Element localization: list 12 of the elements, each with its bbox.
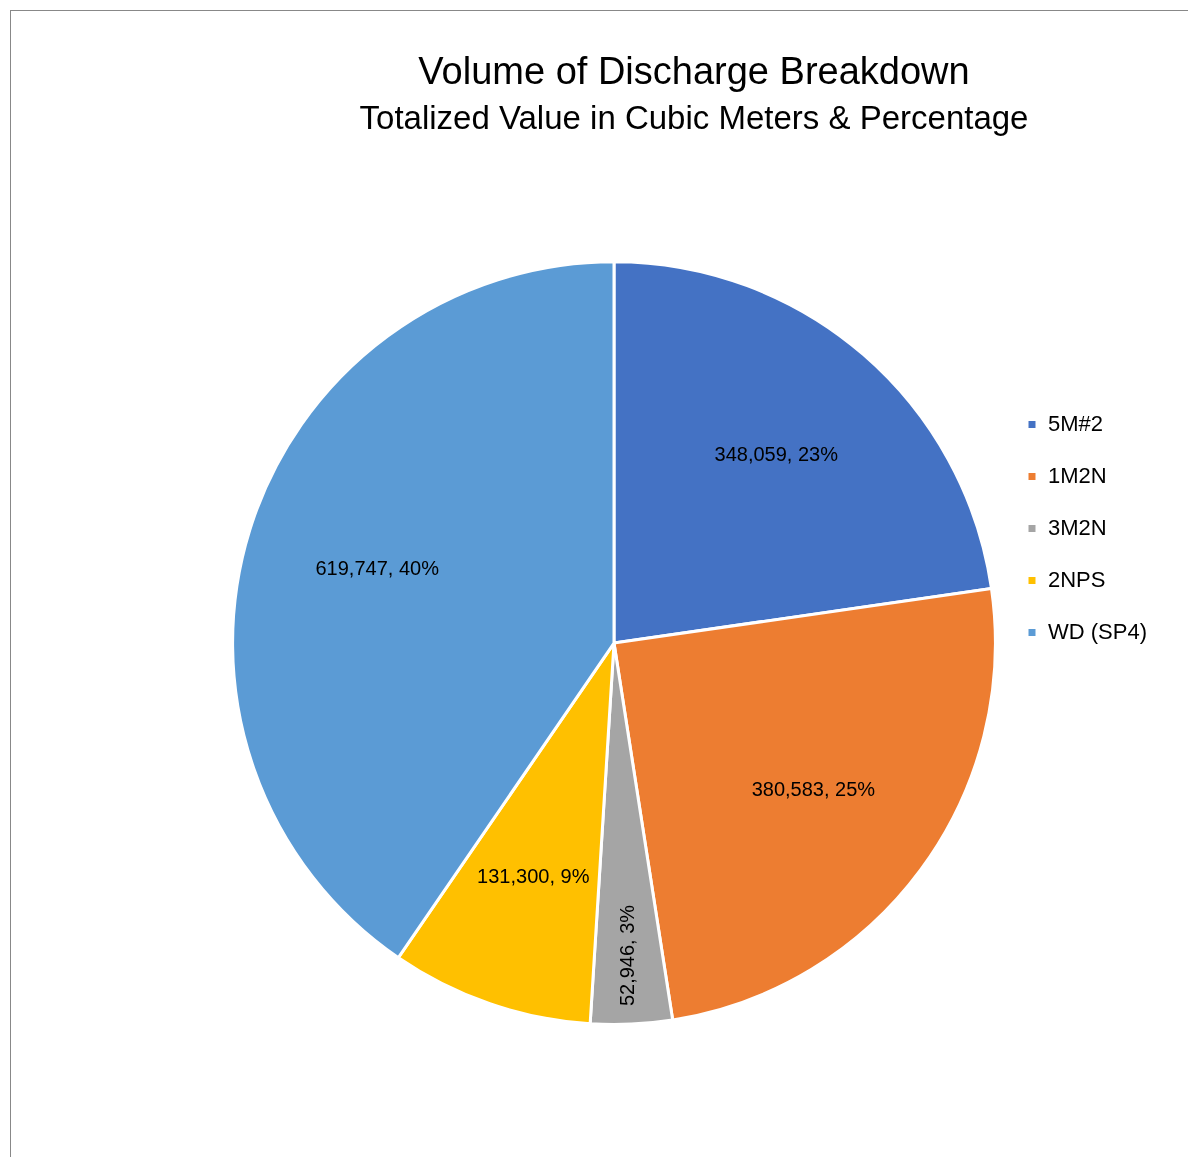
data-label: 619,747, 40%: [315, 557, 440, 580]
chart-subtitle: Totalized Value in Cubic Meters & Percentage: [359, 99, 1029, 137]
chart-title: Volume of Discharge Breakdown: [418, 50, 970, 93]
data-label: 380,583, 25%: [751, 777, 876, 800]
data-label: 52,946, 3%: [615, 904, 638, 1007]
legend-label: 3M2N: [1048, 514, 1107, 540]
legend-label: 5M#2: [1048, 410, 1104, 436]
legend-label: 1M2N: [1048, 462, 1107, 488]
legend-label: 2NPS: [1048, 566, 1106, 592]
data-label: 131,300, 9%: [477, 865, 590, 888]
legend-label: WD (SP4): [1048, 618, 1147, 644]
data-label: 348,059, 23%: [714, 443, 839, 466]
